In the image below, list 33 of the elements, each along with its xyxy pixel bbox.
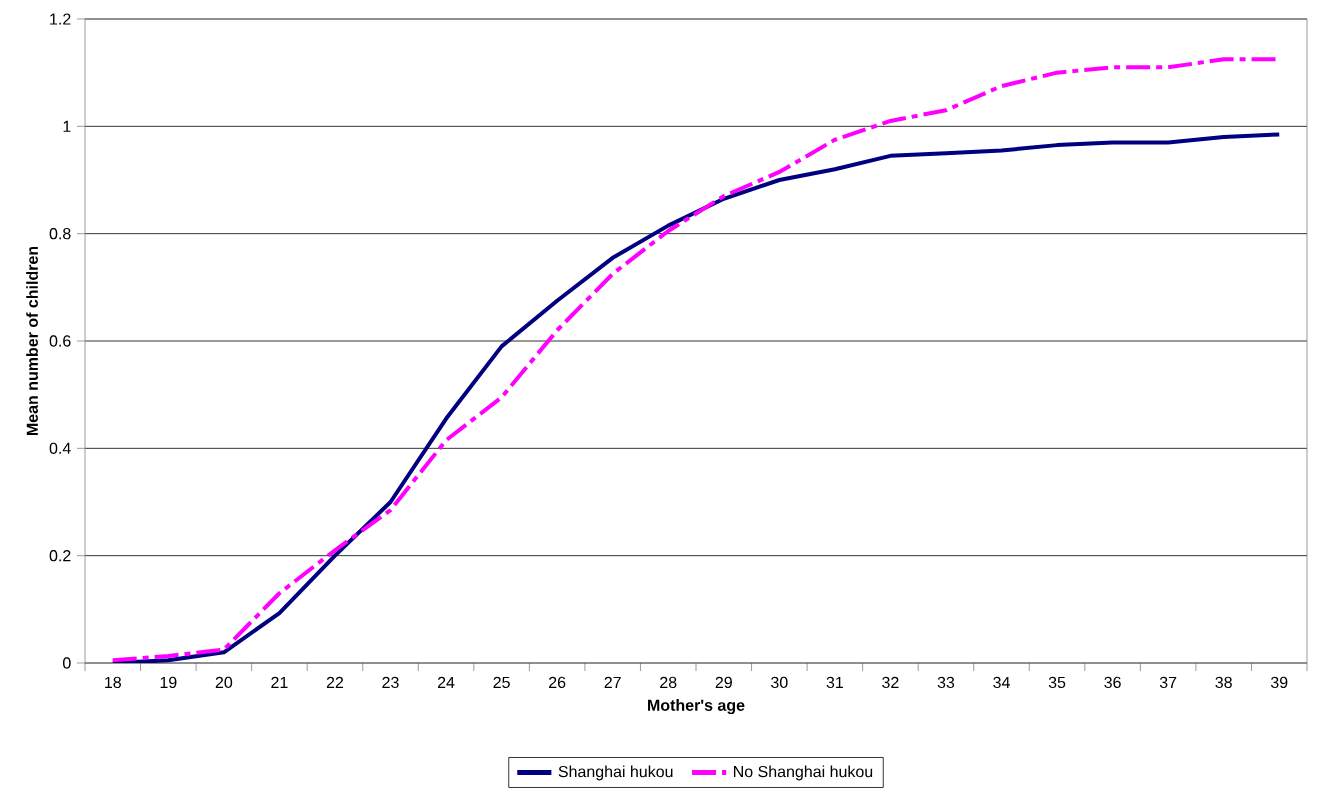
legend-label: Shanghai hukou (558, 765, 673, 781)
y-tick-label: 1.2 (50, 13, 71, 25)
legend-label: No Shanghai hukou (734, 765, 873, 781)
x-tick-label: 22 (326, 676, 344, 688)
x-tick-label: 20 (215, 676, 233, 689)
x-tick-label: 33 (937, 676, 955, 689)
x-tick-label: 30 (771, 676, 788, 689)
x-tick-label: 39 (1270, 676, 1288, 689)
x-tick-label: 31 (826, 676, 843, 689)
x-tick-label: 29 (715, 676, 732, 689)
x-tick-label: 37 (1159, 676, 1177, 689)
x-tick-label: 32 (882, 676, 899, 689)
x-tick-label: 24 (437, 676, 455, 688)
x-tick-label: 25 (493, 676, 510, 689)
x-tick-label: 38 (1215, 676, 1232, 689)
y-axis-title: Mean number of children (26, 246, 38, 436)
y-tick-label: 0.6 (49, 335, 71, 347)
y-tick-label: 0.8 (49, 228, 71, 240)
x-tick-label: 21 (271, 676, 288, 688)
y-tick-label: 0.2 (49, 550, 71, 562)
x-tick-label: 27 (604, 676, 621, 688)
x-tick-label: 36 (1104, 676, 1121, 689)
x-tick-label: 18 (105, 676, 121, 689)
y-tick-label: 0 (63, 657, 71, 669)
x-tick-label: 34 (993, 676, 1010, 689)
x-tick-label: 28 (660, 676, 677, 689)
x-axis-title: Mother's age (648, 699, 745, 715)
x-tick-label: 35 (1048, 676, 1066, 689)
y-tick-label: 1 (63, 120, 71, 132)
x-tick-label: 23 (382, 676, 399, 689)
x-tick-label: 19 (160, 676, 177, 689)
y-tick-label: 0.4 (49, 442, 71, 454)
x-tick-label: 26 (549, 676, 566, 689)
